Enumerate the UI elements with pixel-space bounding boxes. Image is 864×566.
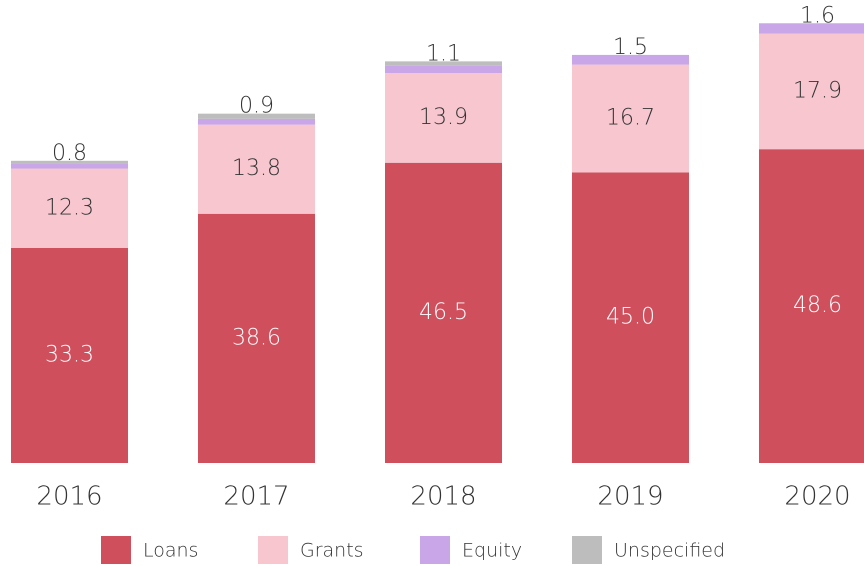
legend-label: Grants — [300, 540, 364, 562]
legend-swatch — [258, 536, 288, 564]
x-tick-label: 2019 — [597, 482, 663, 512]
value-label: 46.5 — [419, 300, 468, 325]
bar-segment — [198, 118, 315, 125]
value-label: 12.3 — [45, 195, 94, 220]
value-label: 1.1 — [426, 41, 461, 66]
bar-segment — [572, 64, 689, 173]
x-tick-label: 2016 — [36, 482, 102, 512]
bar-segment — [572, 172, 689, 463]
bar-segment — [759, 33, 864, 150]
bar-segment — [385, 65, 502, 73]
value-label: 48.6 — [793, 293, 842, 318]
legend-label: Equity — [462, 540, 522, 562]
bar-segment — [198, 113, 315, 119]
bar-segment — [385, 61, 502, 66]
value-label: 17.9 — [793, 78, 842, 103]
bar-segment — [385, 162, 502, 463]
bar-segment — [11, 163, 128, 169]
value-label: 1.6 — [800, 3, 835, 28]
value-label: 16.7 — [606, 106, 655, 131]
value-label: 13.9 — [419, 105, 468, 130]
bar-segment — [385, 72, 502, 163]
value-label: 33.3 — [45, 342, 94, 367]
legend-swatch — [101, 536, 131, 564]
value-label: 0.8 — [52, 141, 87, 166]
value-label: 1.5 — [613, 35, 648, 60]
bar-segment — [11, 247, 128, 463]
bar-segment — [198, 124, 315, 214]
x-tick-label: 2020 — [784, 482, 850, 512]
x-tick-label: 2017 — [223, 482, 289, 512]
value-label: 13.8 — [232, 156, 281, 181]
value-label: 0.9 — [239, 94, 274, 119]
bar-segment — [759, 23, 864, 34]
legend-swatch — [572, 536, 602, 564]
legend-label: Loans — [143, 540, 198, 562]
bar-segment — [759, 149, 864, 463]
bar-segment — [198, 213, 315, 463]
bar-segment — [572, 54, 689, 65]
legend-swatch — [420, 536, 450, 564]
x-tick-label: 2018 — [410, 482, 476, 512]
bar-segment — [11, 160, 128, 164]
legend-label: Unspecified — [614, 540, 725, 562]
value-label: 45.0 — [606, 305, 655, 330]
bar-segment — [11, 168, 128, 248]
value-label: 38.6 — [232, 325, 281, 350]
